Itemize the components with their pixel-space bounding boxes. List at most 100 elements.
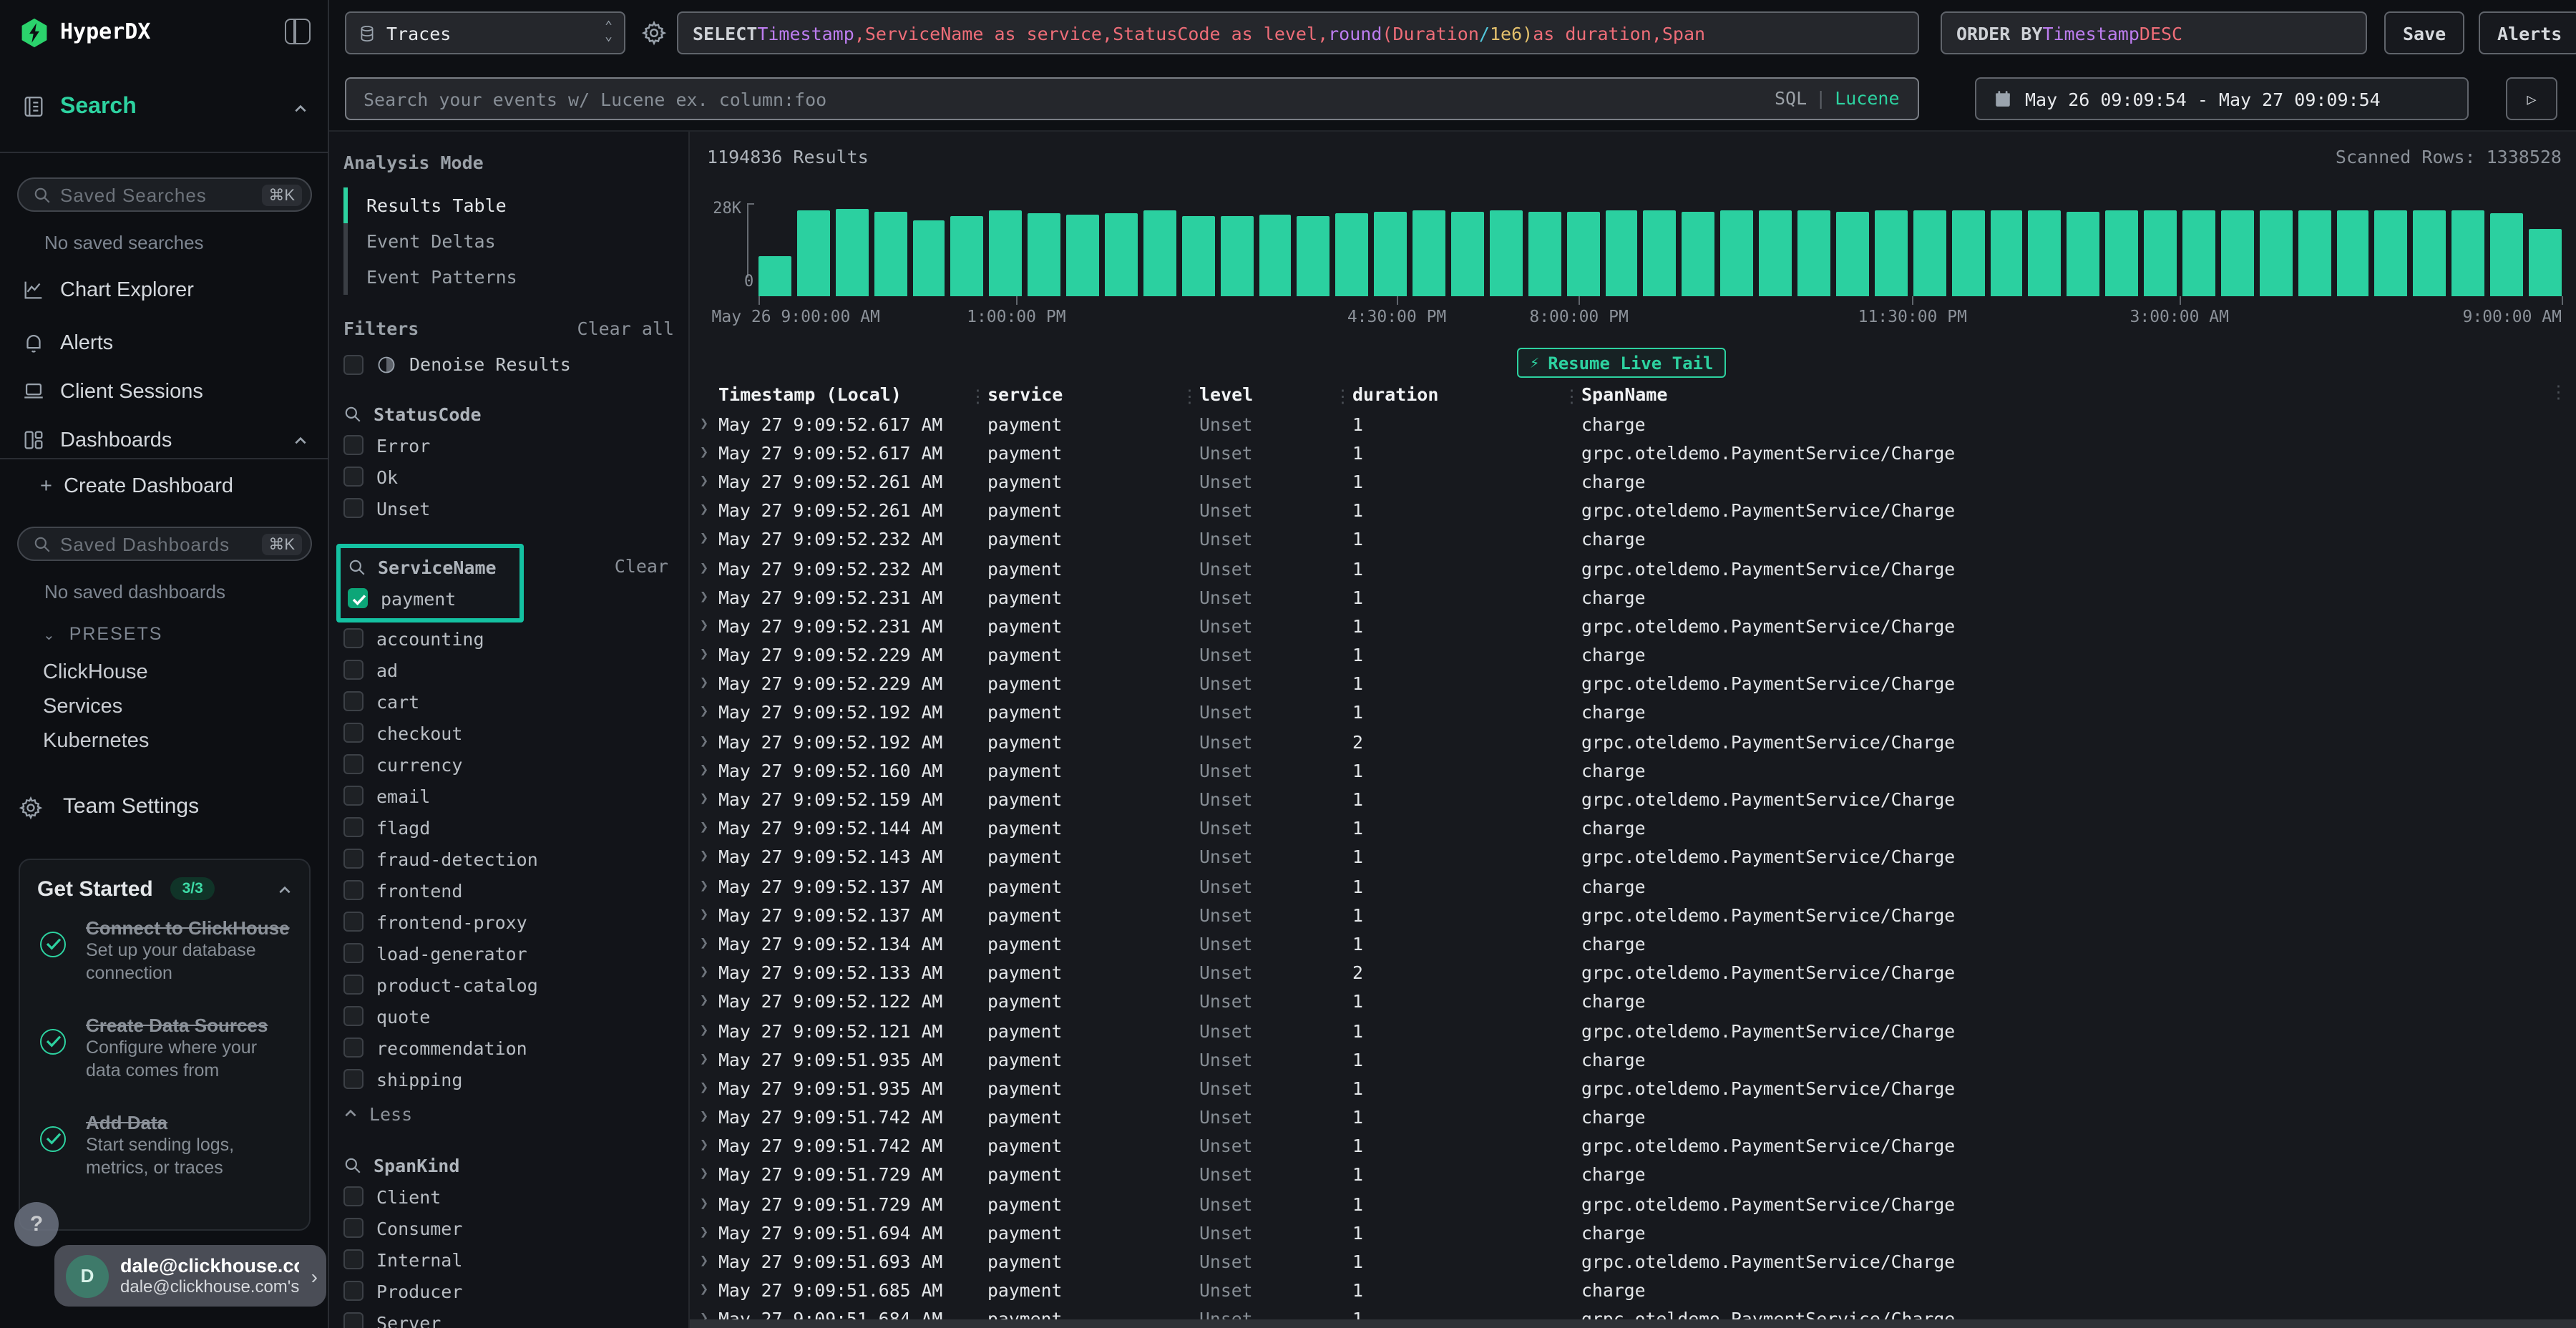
- filter-item-frontend-proxy[interactable]: frontend-proxy: [343, 906, 674, 937]
- histogram-bar[interactable]: [1720, 210, 1754, 296]
- checkbox[interactable]: [343, 435, 364, 455]
- histogram-bar[interactable]: [2451, 210, 2485, 296]
- source-settings-gear-icon[interactable]: [641, 20, 667, 46]
- histogram-bar[interactable]: [1605, 210, 1638, 296]
- col-level[interactable]: level: [1181, 383, 1352, 406]
- expand-row-icon[interactable]: ❯: [700, 849, 709, 865]
- lang-lucene[interactable]: Lucene: [1835, 87, 1900, 109]
- filter-item-recommendation[interactable]: recommendation: [343, 1032, 674, 1063]
- filter-item-shipping[interactable]: shipping: [343, 1063, 674, 1095]
- expand-row-icon[interactable]: ❯: [700, 993, 709, 1010]
- sidebar-preset-kubernetes[interactable]: Kubernetes: [43, 730, 150, 753]
- checkbox[interactable]: [343, 943, 364, 963]
- table-row[interactable]: ❯ May 27 9:09:51.694 AM payment Unset 1 charg…: [690, 1219, 2576, 1247]
- checkbox[interactable]: [343, 1281, 364, 1301]
- expand-row-icon[interactable]: ❯: [700, 907, 709, 923]
- histogram-bar[interactable]: [912, 220, 945, 296]
- filter-item-unset[interactable]: Unset: [343, 492, 674, 524]
- saved-searches-input[interactable]: Saved Searches ⌘K: [17, 177, 312, 212]
- histogram-bar[interactable]: [1335, 213, 1369, 296]
- filter-item-ad[interactable]: ad: [343, 654, 674, 685]
- expand-row-icon[interactable]: ❯: [700, 647, 709, 663]
- expand-row-icon[interactable]: ❯: [700, 1080, 709, 1096]
- table-row[interactable]: ❯ May 27 9:09:52.192 AM payment Unset 1 charg…: [690, 698, 2576, 727]
- analysis-mode-results-table[interactable]: Results Table: [343, 187, 674, 223]
- expand-row-icon[interactable]: ❯: [700, 733, 709, 750]
- date-range-picker[interactable]: May 26 09:09:54 - May 27 09:09:54: [1975, 77, 2469, 120]
- expand-row-icon[interactable]: ❯: [700, 1022, 709, 1039]
- expand-row-icon[interactable]: ❯: [700, 820, 709, 836]
- expand-row-icon[interactable]: ❯: [700, 1166, 709, 1183]
- checkbox[interactable]: [343, 880, 364, 900]
- histogram-bar[interactable]: [835, 209, 869, 296]
- table-row[interactable]: ❯ May 27 9:09:52.137 AM payment Unset 1 charg…: [690, 872, 2576, 900]
- histogram-bar[interactable]: [1181, 216, 1215, 296]
- table-row[interactable]: ❯ May 27 9:09:52.121 AM payment Unset 1 grpc.…: [690, 1016, 2576, 1045]
- histogram-bar[interactable]: [1990, 210, 2023, 296]
- expand-row-icon[interactable]: ❯: [700, 704, 709, 721]
- table-row[interactable]: ❯ May 27 9:09:52.192 AM payment Unset 2 grpc.…: [690, 727, 2576, 756]
- histogram-bar[interactable]: [874, 212, 907, 296]
- checkbox[interactable]: [343, 660, 364, 680]
- filter-item-quote[interactable]: quote: [343, 1000, 674, 1032]
- histogram-bar[interactable]: [1835, 211, 1869, 296]
- table-row[interactable]: ❯ May 27 9:09:52.137 AM payment Unset 1 grpc.…: [690, 900, 2576, 929]
- histogram-bar[interactable]: [1220, 215, 1254, 296]
- help-button[interactable]: ?: [14, 1202, 59, 1246]
- expand-row-icon[interactable]: ❯: [700, 560, 709, 577]
- presets-section[interactable]: ⌄ PRESETS: [43, 624, 163, 644]
- checkbox[interactable]: [343, 1186, 364, 1206]
- table-row[interactable]: ❯ May 27 9:09:51.742 AM payment Unset 1 grpc.…: [690, 1131, 2576, 1160]
- checkbox[interactable]: [343, 723, 364, 743]
- expand-row-icon[interactable]: ❯: [700, 935, 709, 952]
- sidebar-item-dashboards[interactable]: Dashboards: [0, 422, 328, 465]
- checkbox[interactable]: [348, 588, 368, 608]
- histogram-bar[interactable]: [2413, 210, 2446, 296]
- language-toggle[interactable]: SQL | Lucene: [1775, 87, 1900, 109]
- checkbox[interactable]: [343, 628, 364, 648]
- histogram-bar[interactable]: [1413, 210, 1446, 296]
- histogram-bar[interactable]: [1143, 210, 1176, 296]
- histogram-bar[interactable]: [1489, 210, 1523, 296]
- checkbox[interactable]: [343, 1249, 364, 1269]
- histogram-bar[interactable]: [1874, 210, 1908, 296]
- sidebar-preset-services[interactable]: Services: [43, 695, 123, 718]
- histogram-bar[interactable]: [1759, 210, 1792, 296]
- histogram-bar[interactable]: [1566, 211, 1600, 296]
- collapse-less-button[interactable]: Less: [343, 1098, 674, 1129]
- table-row[interactable]: ❯ May 27 9:09:52.133 AM payment Unset 2 grpc.…: [690, 958, 2576, 987]
- checkbox[interactable]: [343, 691, 364, 711]
- filter-item-server[interactable]: Server: [343, 1307, 674, 1328]
- histogram-bar[interactable]: [2067, 211, 2100, 296]
- search-input[interactable]: [345, 77, 1919, 120]
- expand-row-icon[interactable]: ❯: [700, 791, 709, 808]
- expand-row-icon[interactable]: ❯: [700, 531, 709, 547]
- histogram-bar[interactable]: [2220, 210, 2254, 296]
- histogram-bar[interactable]: [1951, 210, 1984, 296]
- histogram-bar[interactable]: [1797, 210, 1830, 296]
- table-row[interactable]: ❯ May 27 9:09:51.729 AM payment Unset 1 grpc.…: [690, 1189, 2576, 1218]
- checkbox[interactable]: [343, 1312, 364, 1328]
- histogram-bar[interactable]: [950, 215, 984, 296]
- sidebar-preset-clickhouse[interactable]: ClickHouse: [43, 661, 148, 684]
- filter-item-ok[interactable]: Ok: [343, 461, 674, 492]
- table-header[interactable]: Timestamp (Local) service level duration…: [690, 378, 2576, 409]
- expand-row-icon[interactable]: ❯: [700, 444, 709, 461]
- histogram-bar[interactable]: [2105, 210, 2139, 296]
- checkbox[interactable]: [343, 1006, 364, 1026]
- table-row[interactable]: ❯ May 27 9:09:52.160 AM payment Unset 1 charg…: [690, 756, 2576, 785]
- expand-row-icon[interactable]: ❯: [700, 589, 709, 605]
- expand-row-icon[interactable]: ❯: [700, 1196, 709, 1212]
- filter-item-fraud-detection[interactable]: fraud-detection: [343, 843, 674, 874]
- filter-item-cart[interactable]: cart: [343, 685, 674, 717]
- histogram-bar[interactable]: [2182, 210, 2215, 296]
- histogram-bar[interactable]: [2144, 210, 2177, 296]
- source-select[interactable]: Traces ⌃ ⌄: [345, 11, 625, 54]
- histogram-bar[interactable]: [2528, 229, 2562, 296]
- table-row[interactable]: ❯ May 27 9:09:52.232 AM payment Unset 1 charg…: [690, 525, 2576, 554]
- expand-row-icon[interactable]: ❯: [700, 473, 709, 489]
- table-row[interactable]: ❯ May 27 9:09:52.261 AM payment Unset 1 grpc.…: [690, 496, 2576, 524]
- table-row[interactable]: ❯ May 27 9:09:52.231 AM payment Unset 1 charg…: [690, 582, 2576, 611]
- histogram-bar[interactable]: [1374, 212, 1407, 296]
- table-row[interactable]: ❯ May 27 9:09:52.231 AM payment Unset 1 grpc.…: [690, 612, 2576, 640]
